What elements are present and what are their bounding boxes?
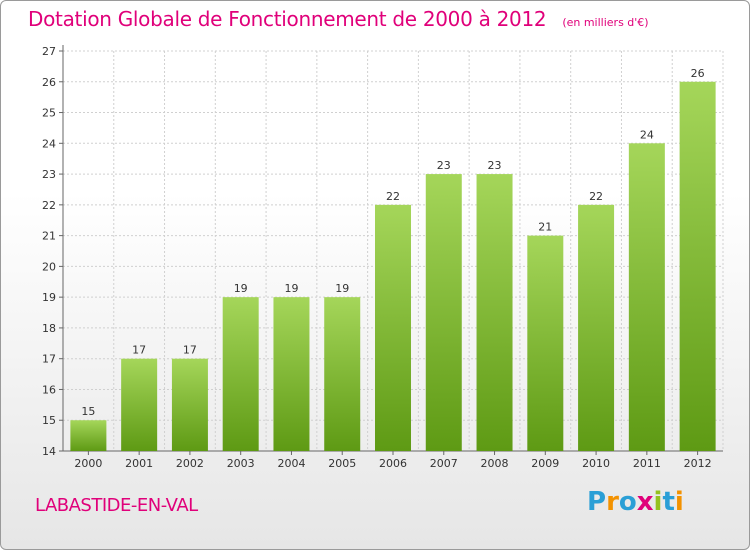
value-label: 23 xyxy=(437,159,451,172)
value-label: 19 xyxy=(335,282,349,295)
y-tick-label: 14 xyxy=(42,445,56,458)
x-tick-label: 2012 xyxy=(684,457,712,470)
bar-2003 xyxy=(222,297,259,451)
value-label: 19 xyxy=(284,282,298,295)
x-tick-label: 2003 xyxy=(227,457,255,470)
bar-2007 xyxy=(425,174,462,452)
logo-letter: i xyxy=(653,487,663,517)
logo-letter: P xyxy=(587,487,607,517)
bar-2005 xyxy=(324,297,361,451)
x-tick-label: 2002 xyxy=(176,457,204,470)
bar-2012 xyxy=(679,81,716,452)
x-tick-label: 2001 xyxy=(125,457,153,470)
value-label: 17 xyxy=(132,344,146,357)
x-tick-label: 2006 xyxy=(379,457,407,470)
bar-2006 xyxy=(375,204,411,451)
value-label: 24 xyxy=(640,128,654,141)
x-tick-label: 2009 xyxy=(531,457,559,470)
y-tick-label: 18 xyxy=(42,322,56,335)
logo-letter: t xyxy=(662,487,675,517)
x-tick-label: 2008 xyxy=(481,457,509,470)
y-tick-label: 27 xyxy=(42,45,56,58)
x-tick-label: 2005 xyxy=(328,457,356,470)
value-label: 23 xyxy=(488,159,502,172)
value-label: 15 xyxy=(81,405,95,418)
bar-2002 xyxy=(171,358,208,451)
value-label: 26 xyxy=(691,67,705,80)
bar-2000 xyxy=(70,420,107,451)
y-tick-label: 20 xyxy=(42,260,56,273)
x-tick-label: 2000 xyxy=(74,457,102,470)
y-tick-label: 16 xyxy=(42,383,56,396)
logo-letter: x xyxy=(636,487,654,517)
y-tick-label: 22 xyxy=(42,199,56,212)
city-name: LABASTIDE-EN-VAL xyxy=(35,495,198,516)
bar-2008 xyxy=(476,174,513,452)
proxiti-logo: Proxiti xyxy=(587,487,684,517)
labels: 14 15 16 17 18 19 20 21 22 23 24 25 26 27 15 2000 17 2001… xyxy=(42,45,712,470)
bar-2001 xyxy=(121,358,158,451)
title-line: Dotation Globale de Fonctionnement de 20… xyxy=(28,7,649,31)
x-tick-label: 2007 xyxy=(430,457,458,470)
logo-letter: r xyxy=(606,487,619,517)
y-tick-label: 15 xyxy=(42,414,56,427)
x-tick-label: 2011 xyxy=(633,457,661,470)
y-tick-label: 26 xyxy=(42,76,56,89)
value-label: 19 xyxy=(234,282,248,295)
y-tick-label: 25 xyxy=(42,107,56,120)
value-label: 22 xyxy=(589,190,603,203)
value-label: 17 xyxy=(183,344,197,357)
logo-letter: i xyxy=(674,487,684,517)
bar-2011 xyxy=(628,143,665,452)
y-tick-label: 23 xyxy=(42,168,56,181)
value-label: 21 xyxy=(538,221,552,234)
y-tick-label: 19 xyxy=(42,291,56,304)
y-tick-label: 17 xyxy=(42,353,56,366)
bars xyxy=(70,81,716,452)
value-label: 22 xyxy=(386,190,400,203)
bar-2004 xyxy=(273,297,310,451)
chart-subtitle: (en milliers d'€) xyxy=(562,16,649,29)
logo-letter: o xyxy=(618,487,637,517)
bar-2009 xyxy=(527,235,564,451)
chart-title: Dotation Globale de Fonctionnement de 20… xyxy=(28,7,547,31)
bar-2010 xyxy=(578,204,615,451)
y-tick-label: 21 xyxy=(42,230,56,243)
x-tick-label: 2004 xyxy=(277,457,305,470)
x-tick-label: 2010 xyxy=(582,457,610,470)
y-tick-label: 24 xyxy=(42,137,56,150)
